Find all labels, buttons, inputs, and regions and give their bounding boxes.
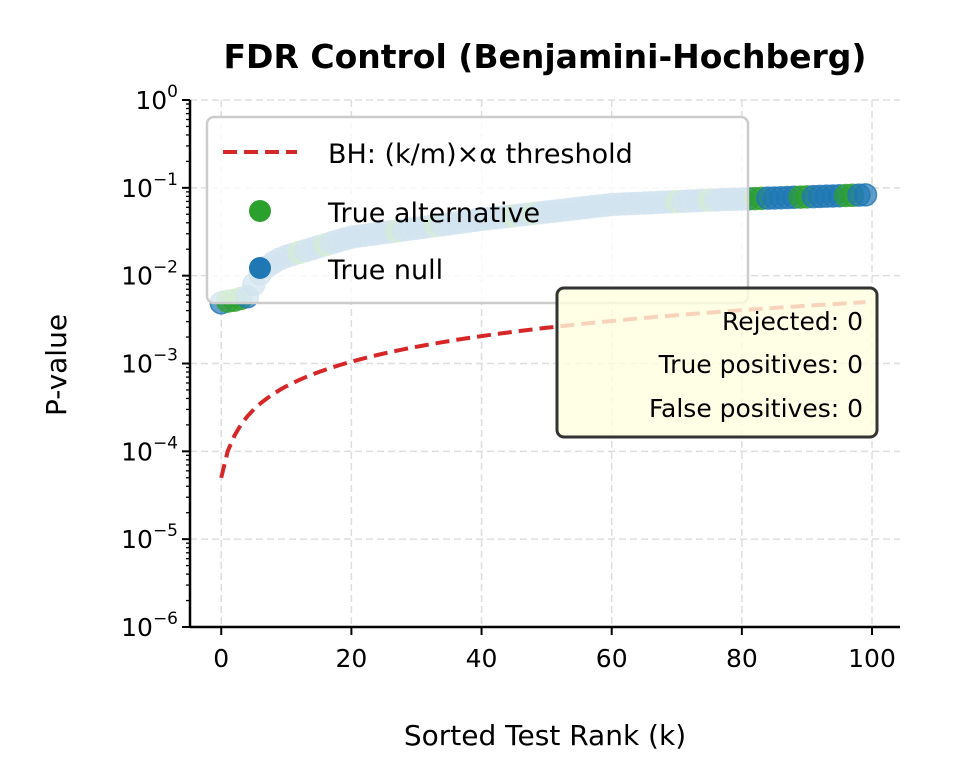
y-tick-exponent: −3: [153, 346, 178, 366]
annotation-box: [555, 286, 879, 439]
y-tick-exponent: −4: [153, 433, 178, 453]
x-axis-label: Sorted Test Rank (k): [404, 719, 686, 752]
legend-box: [205, 115, 750, 305]
y-tick-exponent: −2: [153, 258, 178, 278]
legend-label-threshold: BH: (k/m)×α threshold: [328, 139, 633, 170]
y-tick-label: 10−2: [121, 258, 178, 291]
x-tick-label: 60: [596, 644, 628, 673]
x-tick-label: 100: [848, 644, 896, 673]
y-tick-exponent: −1: [153, 170, 178, 190]
y-tick-label: 10−6: [121, 609, 178, 642]
chart-title: FDR Control (Benjamini-Hochberg): [224, 37, 867, 76]
y-tick-label: 10−4: [121, 433, 178, 466]
y-tick-label: 100: [135, 82, 178, 115]
x-tick-label: 0: [213, 644, 229, 673]
y-tick-base: 10: [121, 525, 153, 554]
y-tick-base: 10: [121, 613, 153, 642]
x-tick-label: 80: [726, 644, 758, 673]
y-tick-exponent: −6: [153, 609, 178, 629]
y-tick-base: 10: [121, 437, 153, 466]
annotation-true-positives: True positives: 0: [658, 350, 863, 379]
legend-null-marker: [249, 257, 271, 279]
x-tick-label: 40: [466, 644, 498, 673]
null-point: [853, 183, 878, 207]
y-tick-base: 10: [135, 86, 167, 115]
y-tick-base: 10: [121, 174, 153, 203]
legend-label-null: True null: [327, 255, 443, 286]
y-tick-label: 10−1: [121, 170, 178, 203]
annotation-rejected: Rejected: 0: [722, 307, 863, 336]
y-tick-exponent: −5: [153, 521, 178, 541]
legend-alternative-marker: [249, 200, 271, 222]
y-axis-label: P-value: [40, 314, 73, 416]
legend: BH: (k/m)×α threshold True alternative T…: [205, 115, 750, 305]
x-tick-label: 20: [335, 644, 367, 673]
legend-label-alternative: True alternative: [327, 198, 540, 229]
y-tick-base: 10: [121, 350, 153, 379]
y-tick-label: 10−5: [121, 521, 178, 554]
y-tick-label: 10−3: [121, 346, 178, 379]
y-tick-exponent: 0: [167, 82, 178, 102]
annotation-false-positives: False positives: 0: [649, 394, 863, 423]
y-tick-base: 10: [121, 262, 153, 291]
result-annotation: Rejected: 0 True positives: 0 False posi…: [555, 286, 879, 439]
